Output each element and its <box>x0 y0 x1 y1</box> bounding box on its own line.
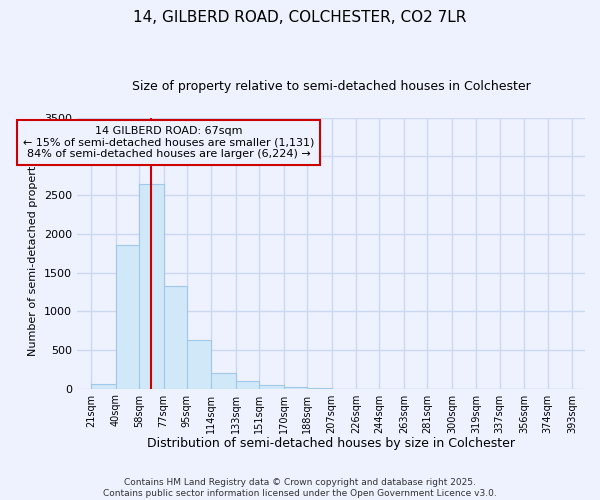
Y-axis label: Number of semi-detached properties: Number of semi-detached properties <box>28 150 38 356</box>
Bar <box>284 386 307 388</box>
Bar <box>236 381 259 388</box>
Title: Size of property relative to semi-detached houses in Colchester: Size of property relative to semi-detach… <box>131 80 530 93</box>
Bar <box>116 246 139 388</box>
Bar <box>211 373 236 388</box>
Text: 14, GILBERD ROAD, COLCHESTER, CO2 7LR: 14, GILBERD ROAD, COLCHESTER, CO2 7LR <box>133 10 467 25</box>
Text: 14 GILBERD ROAD: 67sqm
← 15% of semi-detached houses are smaller (1,131)
84% of : 14 GILBERD ROAD: 67sqm ← 15% of semi-det… <box>23 126 314 159</box>
Bar <box>91 384 116 388</box>
Text: Contains HM Land Registry data © Crown copyright and database right 2025.
Contai: Contains HM Land Registry data © Crown c… <box>103 478 497 498</box>
Bar <box>164 286 187 388</box>
Bar <box>139 184 164 388</box>
X-axis label: Distribution of semi-detached houses by size in Colchester: Distribution of semi-detached houses by … <box>147 437 515 450</box>
Bar <box>187 340 211 388</box>
Bar <box>259 384 284 388</box>
